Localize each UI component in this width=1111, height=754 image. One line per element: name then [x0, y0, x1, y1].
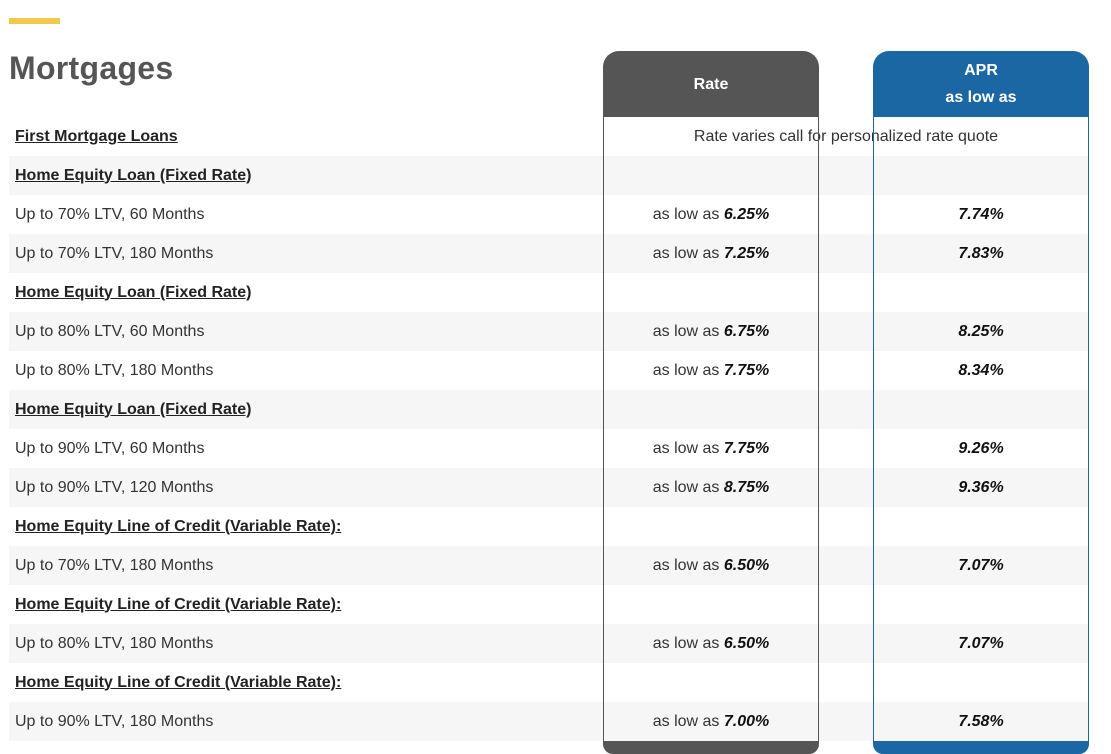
- section-heading-row: Home Equity Loan (Fixed Rate): [9, 273, 1089, 312]
- rate-value: 7.00%: [723, 712, 770, 730]
- rate-prefix: as low as: [652, 712, 720, 730]
- rate-value: 7.75%: [723, 361, 770, 379]
- rate-prefix: as low as: [652, 556, 720, 574]
- table-row: Up to 90% LTV, 60 Months as low as 7.75% 9…: [9, 429, 1089, 468]
- table-row: Up to 80% LTV, 60 Months as low as 6.75% 8…: [9, 312, 1089, 351]
- section-heading-row: Home Equity Line of Credit (Variable Rat…: [9, 585, 1089, 624]
- accent-bar: [9, 18, 60, 24]
- rate-cell: as low as 6.50%: [603, 557, 819, 575]
- page-title: Mortgages: [9, 50, 174, 86]
- apr-value: 8.25%: [958, 322, 1004, 340]
- rate-cell: as low as 7.25%: [603, 245, 819, 263]
- rate-prefix: as low as: [652, 634, 720, 652]
- apr-value: 7.07%: [958, 556, 1004, 574]
- apr-column-header: APR as low as: [873, 51, 1089, 117]
- apr-value: 7.07%: [958, 634, 1004, 652]
- rate-rows: Home Equity Loan (Fixed Rate) Up to 70% L…: [9, 156, 1089, 741]
- loan-term-label: Up to 80% LTV, 180 Months: [15, 361, 214, 379]
- table-row: Up to 80% LTV, 180 Months as low as 6.50%…: [9, 624, 1089, 663]
- rate-value: 6.25%: [723, 205, 770, 223]
- rate-cell: as low as 6.50%: [603, 635, 819, 653]
- rate-value: 7.75%: [723, 439, 770, 457]
- apr-value: 9.26%: [958, 439, 1004, 457]
- apr-value: 7.58%: [958, 712, 1004, 730]
- section-heading-row: Home Equity Loan (Fixed Rate): [9, 156, 1089, 195]
- loan-term-label: Up to 90% LTV, 180 Months: [15, 712, 214, 730]
- apr-value: 9.36%: [958, 478, 1004, 496]
- section-heading-link[interactable]: Home Equity Line of Credit (Variable Rat…: [15, 673, 342, 691]
- rate-value: 6.75%: [723, 322, 770, 340]
- rate-value: 8.75%: [723, 478, 770, 496]
- rate-prefix: as low as: [652, 244, 720, 262]
- section-heading-row: Home Equity Line of Credit (Variable Rat…: [9, 663, 1089, 702]
- table-row: Up to 90% LTV, 180 Months as low as 7.00%…: [9, 702, 1089, 741]
- rate-cell: as low as 6.75%: [603, 323, 819, 341]
- first-mortgage-row: First Mortgage Loans Rate varies call fo…: [9, 117, 1089, 156]
- apr-column-footer: [873, 741, 1089, 754]
- loan-term-label: Up to 90% LTV, 60 Months: [15, 439, 205, 457]
- first-mortgage-link[interactable]: First Mortgage Loans: [15, 127, 178, 145]
- apr-value: 7.74%: [958, 205, 1004, 223]
- section-heading-link[interactable]: Home Equity Loan (Fixed Rate): [15, 283, 252, 301]
- loan-term-label: Up to 70% LTV, 180 Months: [15, 556, 214, 574]
- loan-term-label: Up to 70% LTV, 180 Months: [15, 244, 214, 262]
- rate-prefix: as low as: [652, 439, 720, 457]
- table-row: Up to 70% LTV, 180 Months as low as 7.25%…: [9, 234, 1089, 273]
- rate-cell: as low as 7.00%: [603, 713, 819, 731]
- rate-column-header: Rate: [603, 51, 819, 117]
- note-background: [603, 117, 1089, 156]
- table-row: Up to 70% LTV, 60 Months as low as 6.25% 7…: [9, 195, 1089, 234]
- apr-value: 8.34%: [958, 361, 1004, 379]
- section-heading-link[interactable]: Home Equity Loan (Fixed Rate): [15, 166, 252, 184]
- section-heading-link[interactable]: Home Equity Line of Credit (Variable Rat…: [15, 517, 342, 535]
- rate-value: 6.50%: [723, 634, 770, 652]
- rate-cell: as low as 6.25%: [603, 206, 819, 224]
- section-heading-row: Home Equity Loan (Fixed Rate): [9, 390, 1089, 429]
- section-heading-link[interactable]: Home Equity Loan (Fixed Rate): [15, 400, 252, 418]
- rate-prefix: as low as: [652, 322, 720, 340]
- section-heading-row: Home Equity Line of Credit (Variable Rat…: [9, 507, 1089, 546]
- loan-term-label: Up to 80% LTV, 60 Months: [15, 322, 205, 340]
- rate-prefix: as low as: [652, 478, 720, 496]
- rates-table: First Mortgage Loans Rate varies call fo…: [9, 117, 1089, 741]
- table-row: Up to 90% LTV, 120 Months as low as 8.75%…: [9, 468, 1089, 507]
- rate-cell: as low as 7.75%: [603, 362, 819, 380]
- rate-cell: as low as 8.75%: [603, 479, 819, 497]
- apr-header-sublabel: as low as: [945, 89, 1017, 106]
- rate-cell: as low as 7.75%: [603, 440, 819, 458]
- apr-header-label: APR: [964, 62, 998, 79]
- rate-header-label: Rate: [693, 75, 729, 93]
- table-row: Up to 70% LTV, 180 Months as low as 6.50%…: [9, 546, 1089, 585]
- rate-column-footer: [603, 741, 819, 754]
- loan-term-label: Up to 80% LTV, 180 Months: [15, 634, 214, 652]
- rate-prefix: as low as: [652, 205, 720, 223]
- first-mortgage-note: Rate varies call for personalized rate q…: [693, 127, 999, 145]
- section-heading-link[interactable]: Home Equity Line of Credit (Variable Rat…: [15, 595, 342, 613]
- table-row: Up to 80% LTV, 180 Months as low as 7.75%…: [9, 351, 1089, 390]
- loan-term-label: Up to 90% LTV, 120 Months: [15, 478, 214, 496]
- rate-prefix: as low as: [652, 361, 720, 379]
- loan-term-label: Up to 70% LTV, 60 Months: [15, 205, 205, 223]
- rate-value: 6.50%: [723, 556, 770, 574]
- apr-value: 7.83%: [958, 244, 1004, 262]
- rate-value: 7.25%: [723, 244, 770, 262]
